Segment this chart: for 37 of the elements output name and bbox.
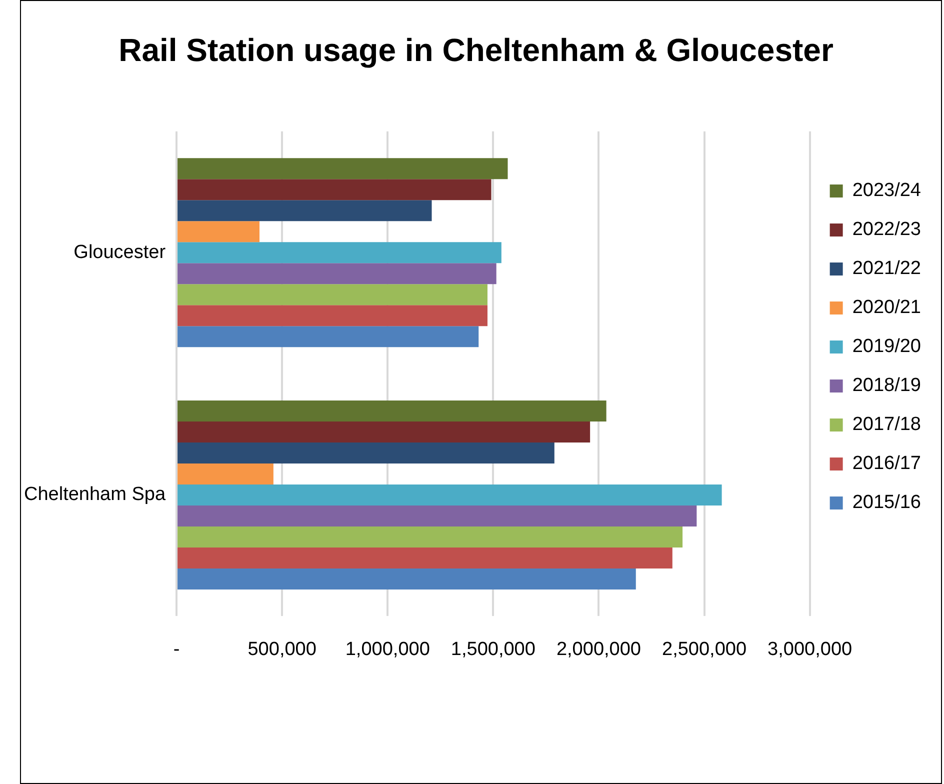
legend-label: 2018/19 — [852, 375, 922, 396]
legend-label: 2019/20 — [852, 336, 922, 358]
legend-label: 2017/18 — [852, 414, 922, 436]
x-tick-label: 2,000,000 — [556, 638, 641, 660]
y-tick-label: Cheltenham Spa — [24, 484, 166, 506]
x-tick-label: - — [173, 638, 180, 660]
bar — [178, 158, 508, 180]
bar — [178, 463, 274, 484]
bar — [178, 526, 683, 548]
x-tick-label: 1,000,000 — [345, 638, 430, 660]
bar — [178, 421, 590, 442]
bar — [178, 548, 672, 569]
bar — [178, 326, 479, 348]
x-tick-label: 500,000 — [248, 638, 316, 660]
bar — [178, 284, 488, 306]
bar — [178, 400, 606, 422]
legend-label: 2023/24 — [852, 180, 922, 202]
legend-label: 2021/22 — [852, 258, 922, 280]
x-tick-label: 3,000,000 — [768, 638, 852, 660]
bar — [178, 568, 636, 590]
bar — [178, 221, 260, 242]
x-tick-label: 2,500,000 — [662, 638, 747, 660]
bar — [178, 506, 697, 527]
bar — [178, 200, 432, 222]
bar — [178, 484, 722, 506]
y-tick-label: Gloucester — [74, 242, 166, 263]
x-tick-label: 1,500,000 — [450, 638, 536, 660]
legend-label: 2022/23 — [852, 219, 922, 240]
legend-label: 2020/21 — [852, 297, 922, 318]
legend-label: 2015/16 — [852, 492, 922, 514]
bar — [178, 179, 492, 200]
bar — [178, 305, 488, 326]
chart-title: Rail Station usage in Cheltenham & Gloucester — [118, 32, 834, 68]
legend-label: 2016/17 — [852, 453, 922, 474]
bar — [178, 442, 554, 464]
bar — [178, 263, 496, 284]
bar — [178, 242, 502, 264]
